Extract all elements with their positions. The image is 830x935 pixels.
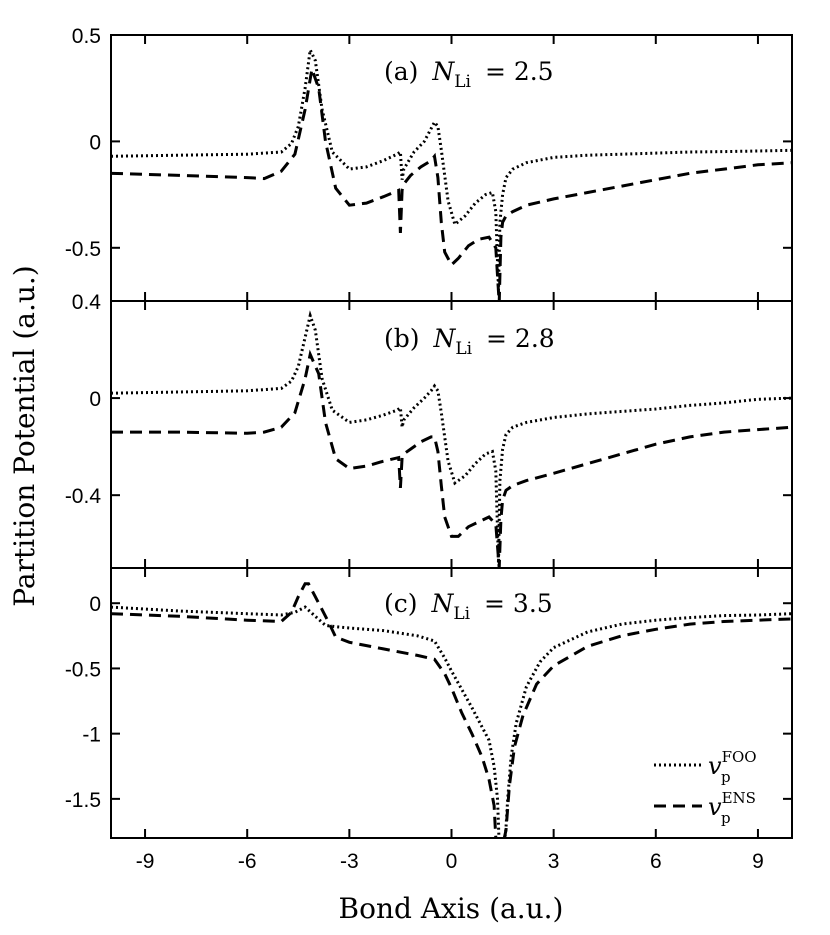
panel-b-label-var: N	[432, 324, 456, 353]
panel-c-label-value: = 3.5	[484, 589, 553, 618]
panel-c-yaxis: 0 -0.5 -1 -1.5	[65, 593, 792, 812]
x-axis-title: Bond Axis (a.u.)	[339, 892, 564, 925]
legend-foo-sup: FOO	[722, 748, 757, 766]
panel-c-ytick-label: -1.5	[65, 789, 101, 812]
x-tick-labels: -9 -6 -3 0 3 6 9	[136, 850, 764, 873]
xtick-label: -6	[238, 850, 257, 873]
panel-c-ytick-label: -1	[82, 724, 101, 747]
panel-b: 0.4 0 -0.4 (b) NLi = 2.8	[65, 291, 793, 569]
panel-b-label-sub: Li	[455, 339, 472, 359]
panel-c-ens-line	[112, 582, 791, 838]
panel-b-ens-line	[112, 349, 791, 568]
panel-a-xticks	[144, 35, 759, 301]
legend-foo-base: v	[708, 752, 722, 780]
panel-b-label: (b) NLi = 2.8	[384, 324, 555, 360]
xtick-label: -9	[136, 850, 155, 873]
panel-b-label-value: = 2.8	[486, 324, 555, 353]
panel-a-label-prefix: (a)	[384, 57, 418, 86]
panel-a-ens-line	[112, 63, 791, 301]
panel-b-yaxis: 0.4 0 -0.4	[65, 291, 792, 508]
panel-c: 0-0.5-1-1.5 (c) NLi = 3.5 vFOO p vENS p	[65, 567, 793, 839]
panel-b-label-prefix: (b)	[384, 324, 420, 353]
legend-foo-label: vFOO p	[708, 748, 757, 786]
panel-c-foo-line	[112, 605, 791, 838]
xtick-label: 0	[446, 850, 458, 873]
panel-a-label-value: = 2.5	[485, 57, 554, 86]
xtick-label: 9	[752, 850, 764, 873]
panel-c-ytick-label: -0.5	[65, 658, 101, 681]
panel-b-ytick-label: 0.4	[72, 291, 102, 314]
panel-a-yaxis: 0.5 0 -0.5	[65, 25, 792, 261]
panel-c-label-prefix: (c)	[384, 589, 418, 618]
xtick-label: -3	[340, 850, 359, 873]
legend-ens-sub: p	[721, 809, 731, 827]
panel-c-label-sub: Li	[453, 604, 470, 624]
panel-b-foo-line	[112, 310, 791, 564]
xtick-label: 3	[548, 850, 560, 873]
legend-ens-sup: ENS	[722, 789, 756, 807]
legend-ens-base: v	[708, 793, 722, 821]
panel-b-ytick-label: 0	[89, 388, 101, 411]
panel-c-xticks	[144, 568, 759, 838]
panel-a-ytick-label: 0	[89, 131, 101, 154]
panel-a-label-var: N	[431, 57, 455, 86]
panel-a-label-sub: Li	[454, 72, 471, 92]
legend-foo-sub: p	[721, 768, 731, 786]
panel-a-label: (a) NLi = 2.5	[384, 57, 554, 93]
panel-a: 0.5 0 -0.5 (a) NLi = 2.5	[65, 25, 793, 302]
panel-c-label: (c) NLi = 3.5	[384, 589, 553, 625]
panel-b-ytick-label: -0.4	[65, 485, 102, 508]
xtick-label: 6	[650, 850, 662, 873]
panel-b-xticks	[144, 301, 759, 568]
panel-c-label-var: N	[430, 589, 454, 618]
panel-a-ytick-label: -0.5	[65, 238, 101, 261]
legend: vFOO p vENS p	[654, 748, 757, 827]
panel-c-ytick-label: 0	[89, 593, 101, 616]
panel-a-ytick-label: 0.5	[72, 25, 101, 48]
y-axis-title: Partition Potential (a.u.)	[8, 265, 41, 606]
legend-ens-label: vENS p	[708, 789, 756, 827]
